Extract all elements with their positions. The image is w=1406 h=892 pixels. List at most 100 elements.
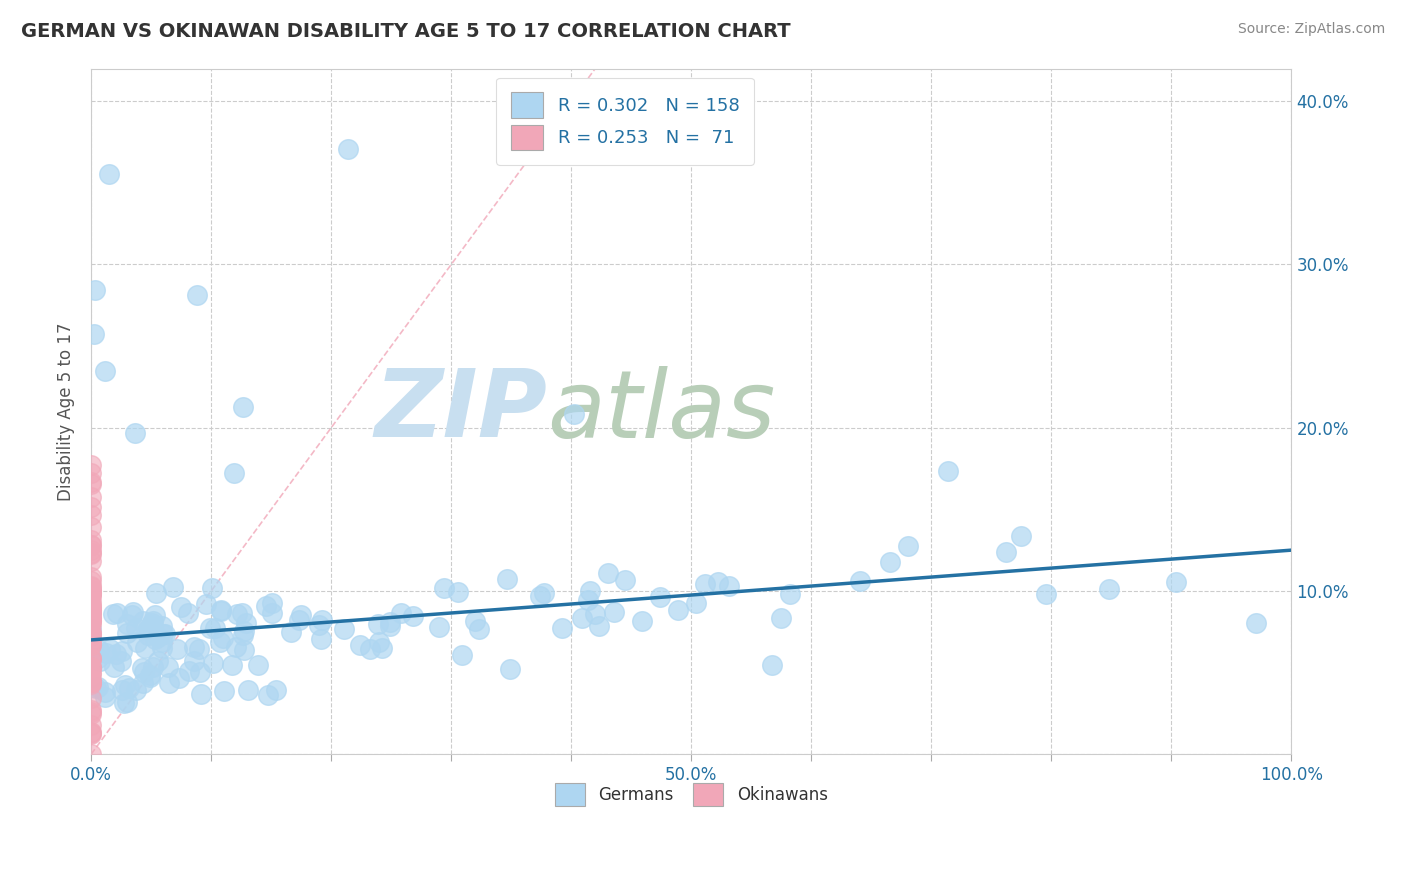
Point: [145, 586, 167, 600]
Point: [769, 611, 792, 625]
Point: [1010, 528, 1032, 542]
Point: [533, 586, 555, 600]
Point: [702, 141, 724, 155]
Point: [124, 621, 146, 635]
Point: [125, 683, 148, 698]
Point: [132, 665, 155, 679]
Point: [80, 691, 103, 706]
Point: [80, 569, 103, 583]
Point: [280, 624, 302, 639]
Point: [80, 574, 103, 588]
Point: [80, 613, 103, 627]
Point: [529, 589, 551, 603]
Point: [80, 586, 103, 600]
Point: [134, 640, 156, 655]
Point: [80, 633, 103, 648]
Point: [378, 615, 401, 630]
Point: [80, 675, 103, 690]
Point: [80, 614, 103, 628]
Point: [80, 542, 103, 557]
Point: [236, 683, 259, 698]
Point: [103, 660, 125, 674]
Point: [80, 598, 103, 612]
Point: [613, 573, 636, 587]
Point: [80, 666, 103, 681]
Point: [143, 632, 166, 646]
Point: [155, 627, 177, 641]
Point: [80, 587, 103, 601]
Y-axis label: Disability Age 5 to 17: Disability Age 5 to 17: [58, 322, 75, 500]
Point: [209, 603, 232, 617]
Point: [80, 586, 103, 600]
Point: [311, 613, 333, 627]
Point: [141, 616, 163, 631]
Point: [233, 642, 256, 657]
Point: [80, 618, 103, 632]
Point: [849, 574, 872, 589]
Point: [117, 626, 139, 640]
Point: [80, 533, 103, 547]
Point: [496, 573, 519, 587]
Point: [183, 654, 205, 668]
Point: [177, 665, 200, 679]
Point: [169, 671, 191, 685]
Point: [1035, 587, 1057, 601]
Point: [264, 683, 287, 698]
Point: [80, 595, 103, 609]
Point: [232, 400, 254, 414]
Point: [135, 623, 157, 637]
Point: [631, 614, 654, 628]
Point: [114, 678, 136, 692]
Point: [80, 673, 103, 687]
Point: [150, 619, 173, 633]
Point: [162, 580, 184, 594]
Point: [433, 581, 456, 595]
Point: [1244, 616, 1267, 631]
Point: [80, 603, 103, 617]
Point: [80, 508, 103, 523]
Point: [367, 616, 389, 631]
Point: [80, 467, 103, 481]
Point: [111, 644, 134, 658]
Point: [97, 167, 120, 181]
Point: [80, 705, 103, 719]
Point: [80, 611, 103, 625]
Point: [80, 639, 103, 653]
Point: [80, 600, 103, 615]
Point: [150, 640, 173, 655]
Point: [87, 651, 110, 665]
Point: [80, 718, 103, 732]
Point: [183, 640, 205, 654]
Point: [371, 641, 394, 656]
Point: [83, 327, 105, 342]
Point: [198, 621, 221, 635]
Point: [571, 611, 593, 625]
Point: [235, 615, 257, 630]
Point: [80, 614, 103, 628]
Point: [80, 703, 103, 717]
Point: [80, 652, 103, 666]
Point: [879, 555, 901, 569]
Point: [80, 607, 103, 621]
Point: [80, 627, 103, 641]
Point: [98, 642, 121, 657]
Point: [157, 676, 180, 690]
Point: [93, 364, 115, 378]
Point: [122, 605, 145, 619]
Point: [209, 604, 232, 618]
Point: [101, 607, 124, 622]
Point: [105, 647, 128, 661]
Point: [779, 587, 801, 601]
Point: [80, 554, 103, 568]
Point: [152, 627, 174, 641]
Point: [201, 581, 224, 595]
Point: [87, 642, 110, 657]
Point: [576, 593, 599, 607]
Point: [80, 660, 103, 674]
Point: [139, 670, 162, 684]
Text: GERMAN VS OKINAWAN DISABILITY AGE 5 TO 17 CORRELATION CHART: GERMAN VS OKINAWAN DISABILITY AGE 5 TO 1…: [21, 22, 790, 41]
Point: [246, 657, 269, 672]
Point: [648, 590, 671, 604]
Point: [202, 656, 225, 670]
Point: [190, 687, 212, 701]
